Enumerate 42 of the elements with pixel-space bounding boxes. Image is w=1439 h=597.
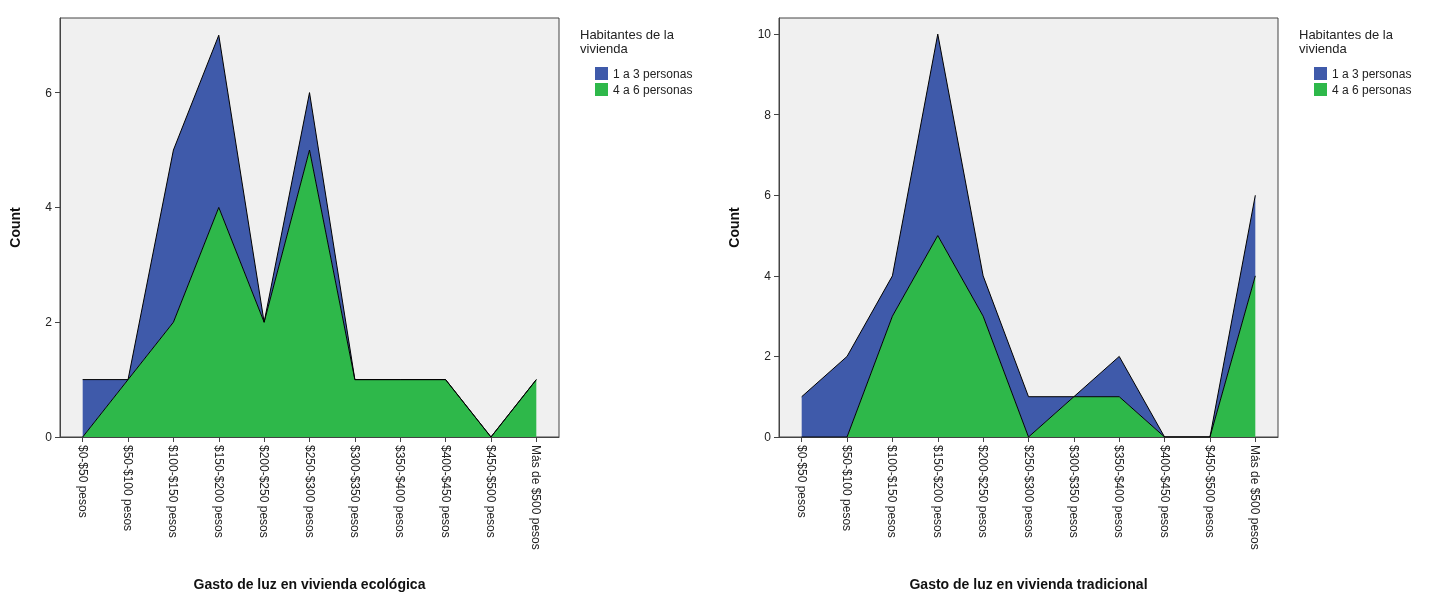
- x-tick-label: $400-$450 pesos: [1157, 445, 1172, 538]
- x-tick-label: $250-$300 pesos: [302, 445, 317, 538]
- y-tick-label: 4: [764, 268, 772, 283]
- x-tick-label: $200-$250 pesos: [257, 445, 272, 538]
- x-tick-label: $50-$100 pesos: [840, 445, 855, 532]
- x-tick-label: $450-$500 pesos: [1202, 445, 1217, 538]
- x-tick-label: Más de $500 pesos: [1248, 445, 1263, 550]
- x-axis-title: Gasto de luz en vivienda ecológica: [193, 576, 426, 592]
- y-tick-label: 0: [45, 430, 53, 444]
- x-tick-label: $350-$400 pesos: [393, 445, 408, 538]
- y-tick-label: 4: [45, 200, 53, 215]
- legend-label: 1 a 3 personas: [613, 66, 693, 81]
- x-axis-title: Gasto de luz en vivienda tradicional: [909, 576, 1148, 592]
- x-tick-label: $150-$200 pesos: [930, 445, 945, 538]
- legend-label: 4 a 6 personas: [613, 82, 693, 97]
- y-tick-label: 6: [764, 188, 772, 203]
- legend-label: 1 a 3 personas: [1332, 66, 1412, 81]
- x-tick-label: $200-$250 pesos: [976, 445, 991, 538]
- x-tick-label: $450-$500 pesos: [483, 445, 498, 538]
- x-tick-label: $400-$450 pesos: [438, 445, 453, 538]
- y-tick-label: 2: [45, 315, 53, 330]
- y-tick-label: 6: [45, 85, 53, 100]
- legend-title: Habitantes de la vivienda: [580, 26, 678, 56]
- y-axis-title: Count: [7, 206, 23, 248]
- y-tick-label: 8: [764, 107, 772, 122]
- y-tick-label: 10: [757, 27, 772, 42]
- x-tick-label: $50-$100 pesos: [121, 445, 136, 532]
- y-tick-label: 2: [764, 349, 772, 364]
- x-tick-label: $250-$300 pesos: [1021, 445, 1036, 538]
- legend-title: Habitantes de la vivienda: [1299, 26, 1397, 56]
- x-tick-label: $150-$200 pesos: [211, 445, 226, 538]
- x-tick-label: $0-$50 pesos: [794, 445, 809, 518]
- x-tick-label: $300-$350 pesos: [1066, 445, 1081, 538]
- x-tick-label: $0-$50 pesos: [75, 445, 90, 518]
- legend-label: 4 a 6 personas: [1332, 82, 1412, 97]
- y-axis-title: Count: [726, 206, 742, 248]
- x-tick-label: $100-$150 pesos: [885, 445, 900, 538]
- x-tick-label: Más de $500 pesos: [529, 445, 544, 550]
- y-tick-label: 0: [764, 430, 772, 444]
- x-tick-label: $300-$350 pesos: [347, 445, 362, 538]
- x-tick-label: $350-$400 pesos: [1112, 445, 1127, 538]
- x-tick-label: $100-$150 pesos: [166, 445, 181, 538]
